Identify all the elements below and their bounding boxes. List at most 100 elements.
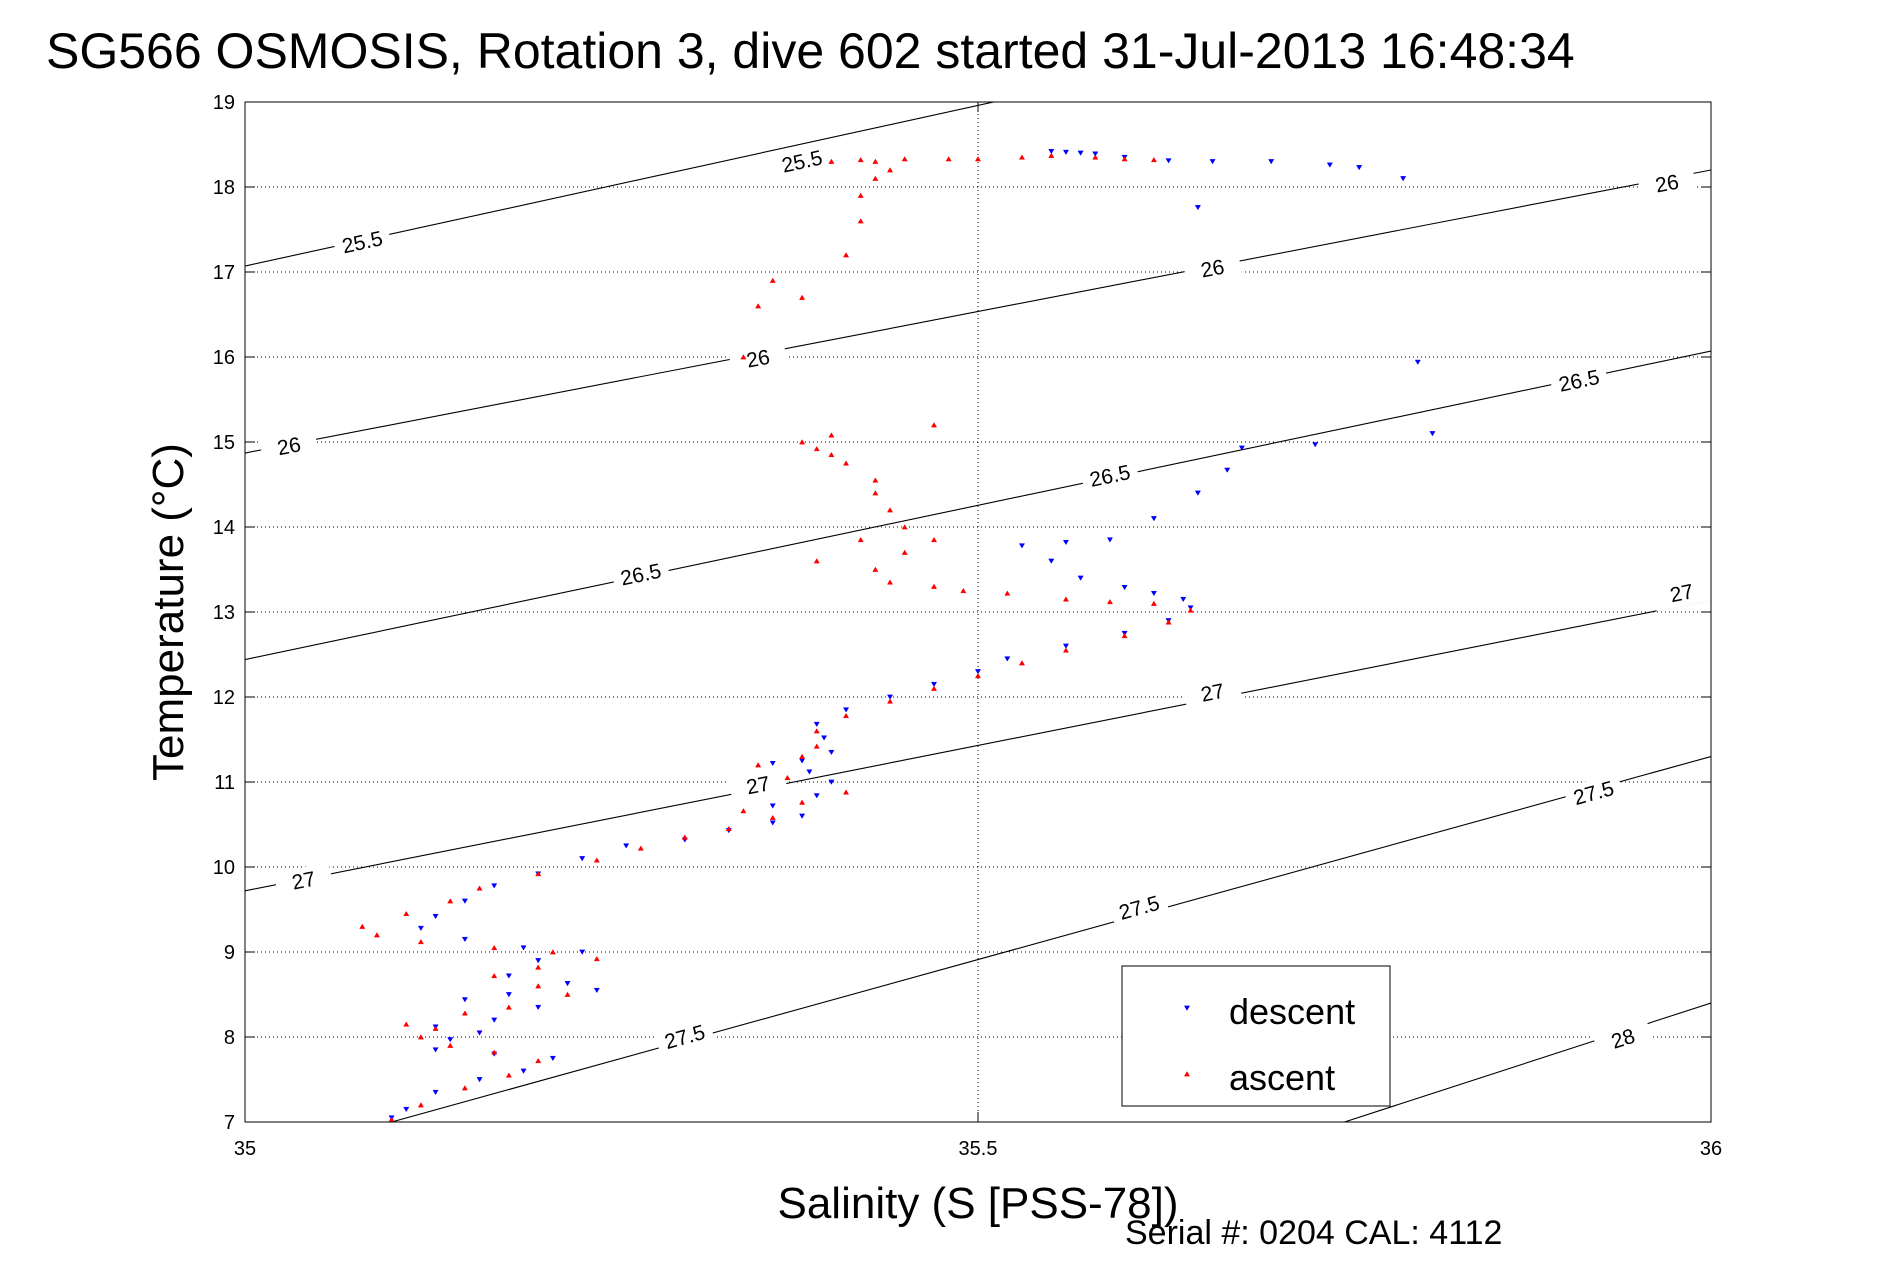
ascent-point bbox=[461, 1085, 468, 1091]
ascent-point bbox=[799, 294, 806, 300]
ascent-point bbox=[857, 156, 864, 163]
ascent-point bbox=[843, 252, 850, 258]
descent-point bbox=[1326, 162, 1333, 168]
ascent-point bbox=[1165, 619, 1172, 625]
ascent-point bbox=[1004, 590, 1011, 596]
contour-label-background bbox=[728, 340, 789, 377]
ascent-point bbox=[476, 885, 483, 891]
descent-point bbox=[593, 987, 600, 994]
descent-point bbox=[520, 1068, 527, 1074]
ascent-point bbox=[491, 972, 498, 979]
descent-point bbox=[1180, 596, 1187, 603]
density-contour-label: 27 bbox=[1182, 674, 1243, 711]
contour-label-text: 27 bbox=[1668, 580, 1695, 607]
descent-point bbox=[1209, 159, 1216, 165]
density-contour-line bbox=[245, 350, 1711, 661]
descent-point bbox=[1238, 445, 1245, 451]
ascent-point bbox=[857, 536, 864, 543]
ascent-point bbox=[813, 558, 820, 564]
x-tick-label: 35.5 bbox=[959, 1138, 998, 1160]
y-tick-label: 10 bbox=[213, 857, 235, 879]
descent-point bbox=[1062, 539, 1069, 546]
y-tick-label: 11 bbox=[214, 772, 235, 794]
ascent-point bbox=[505, 1072, 512, 1078]
ascent-point bbox=[359, 923, 366, 929]
density-contour-label: 26.5 bbox=[1079, 457, 1141, 495]
ascent-point bbox=[901, 549, 908, 555]
contour-label-background bbox=[1182, 674, 1243, 711]
ascent-point bbox=[769, 814, 776, 821]
descent-point bbox=[821, 735, 828, 741]
contour-label-background bbox=[1563, 773, 1625, 814]
ascent-point bbox=[403, 910, 410, 917]
legend-marker-descent bbox=[1183, 1005, 1191, 1011]
descent-point bbox=[432, 1047, 439, 1053]
y-tick-label: 15 bbox=[213, 432, 235, 454]
descent-point bbox=[1121, 585, 1128, 591]
ascent-point bbox=[755, 762, 762, 768]
density-contour-line bbox=[1344, 1002, 1711, 1122]
density-contour-line bbox=[391, 755, 1711, 1122]
legend: descent ascent bbox=[1121, 965, 1391, 1107]
contour-label-background bbox=[654, 1016, 716, 1058]
ascent-point bbox=[373, 932, 380, 938]
ascent-point bbox=[901, 156, 908, 162]
contour-label-background bbox=[1079, 457, 1141, 495]
series-ascent bbox=[359, 152, 1194, 1122]
ascent-point bbox=[1092, 154, 1099, 160]
legend-markers bbox=[1183, 1005, 1191, 1077]
ascent-point bbox=[447, 898, 454, 904]
ascent-point bbox=[813, 743, 820, 749]
descent-point bbox=[461, 936, 468, 943]
descent-point bbox=[1224, 467, 1231, 473]
ascent-point bbox=[887, 698, 894, 704]
descent-point bbox=[447, 1037, 454, 1043]
ascent-point bbox=[813, 728, 820, 734]
descent-point bbox=[769, 803, 776, 809]
y-tick-label: 14 bbox=[213, 517, 235, 539]
descent-point bbox=[1165, 158, 1172, 164]
descent-point bbox=[1150, 516, 1157, 522]
ascent-point bbox=[447, 1042, 454, 1048]
ascent-point bbox=[535, 983, 542, 989]
ascent-point bbox=[1062, 596, 1069, 602]
descent-point bbox=[1004, 656, 1011, 662]
ascent-point bbox=[799, 799, 806, 805]
contour-label-text: 27 bbox=[1199, 680, 1226, 707]
ascent-point bbox=[491, 944, 498, 951]
contour-label-background bbox=[610, 556, 671, 594]
density-contour-line bbox=[245, 169, 1711, 454]
ascent-point bbox=[593, 955, 600, 962]
ascent-point bbox=[1121, 156, 1128, 162]
descent-point bbox=[1077, 575, 1084, 581]
density-contour-label: 25.5 bbox=[771, 142, 833, 181]
density-contour-label: 26.5 bbox=[1548, 362, 1610, 400]
legend-box bbox=[1121, 965, 1391, 1107]
density-contour-label: 26 bbox=[728, 340, 789, 377]
ascent-point bbox=[403, 1021, 410, 1027]
ascent-point bbox=[769, 277, 776, 283]
descent-point bbox=[1048, 148, 1055, 155]
contour-label-background bbox=[273, 862, 334, 899]
descent-point bbox=[491, 883, 498, 889]
serial-cal-footer: Serial #: 0204 CAL: 4112 bbox=[1125, 1214, 1502, 1252]
y-tick-label: 12 bbox=[213, 687, 235, 709]
x-axis-label: Salinity (S [PSS-78]) bbox=[777, 1179, 1178, 1228]
y-tick-label: 7 bbox=[224, 1112, 235, 1134]
contour-label-background bbox=[259, 428, 319, 465]
ascent-point bbox=[1121, 632, 1128, 639]
descent-point bbox=[505, 992, 512, 998]
descent-point bbox=[1062, 149, 1069, 155]
ascent-point bbox=[593, 857, 600, 863]
ascent-point bbox=[843, 789, 850, 795]
ascent-point bbox=[1187, 607, 1194, 613]
grid bbox=[245, 102, 1711, 1122]
descent-point bbox=[828, 779, 835, 785]
descent-point bbox=[1268, 159, 1275, 165]
contour-label-background bbox=[1637, 165, 1697, 202]
ascent-point bbox=[491, 1049, 498, 1055]
descent-point bbox=[1414, 359, 1421, 365]
ascent-point bbox=[887, 579, 894, 585]
descent-point bbox=[476, 1077, 483, 1083]
descent-point bbox=[769, 820, 776, 826]
